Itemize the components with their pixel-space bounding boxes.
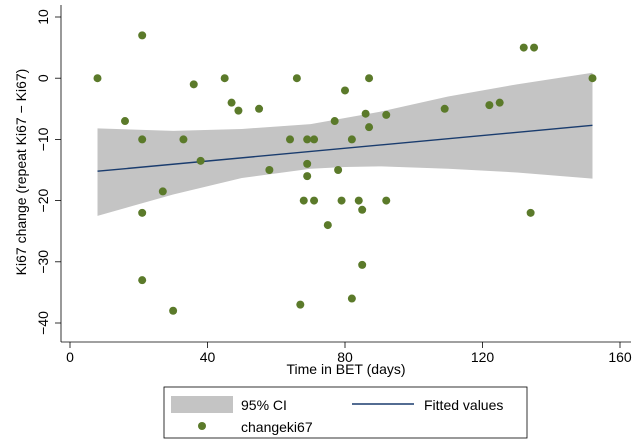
legend-points-label: changeki67 bbox=[241, 419, 313, 435]
data-point bbox=[169, 306, 178, 315]
data-point bbox=[299, 196, 308, 205]
data-point bbox=[196, 156, 205, 165]
data-point bbox=[382, 110, 391, 119]
y-tick-label: 10 bbox=[35, 9, 51, 25]
data-point bbox=[286, 135, 294, 144]
points-layer bbox=[93, 31, 597, 315]
data-point bbox=[323, 221, 332, 230]
y-tick-label: 0 bbox=[35, 74, 51, 82]
data-point bbox=[495, 98, 504, 107]
data-point bbox=[255, 104, 264, 113]
data-point bbox=[330, 117, 339, 126]
data-point bbox=[347, 135, 356, 144]
fit-line-layer bbox=[97, 124, 593, 172]
data-point bbox=[138, 208, 147, 217]
data-point bbox=[303, 172, 312, 181]
y-tick-label: −10 bbox=[35, 127, 51, 151]
data-point bbox=[440, 104, 449, 113]
data-point bbox=[303, 135, 312, 144]
legend-ci-swatch bbox=[171, 396, 233, 413]
data-point bbox=[485, 101, 494, 110]
data-point bbox=[292, 74, 301, 83]
data-point bbox=[530, 43, 539, 52]
data-point bbox=[138, 31, 147, 40]
data-point bbox=[358, 260, 367, 269]
legend-ci-label: 95% CI bbox=[241, 397, 287, 413]
ci-band bbox=[97, 72, 593, 216]
data-point bbox=[334, 166, 343, 174]
fit-line bbox=[97, 124, 593, 172]
y-axis-title: Ki67 change (repeat Ki67 − Ki67) bbox=[13, 69, 29, 276]
x-tick-label: 80 bbox=[337, 349, 353, 365]
data-point bbox=[179, 135, 188, 144]
y-tick-label: −40 bbox=[35, 311, 51, 335]
data-point bbox=[361, 109, 370, 118]
data-point bbox=[310, 135, 319, 144]
data-point bbox=[341, 86, 349, 95]
axes-layer: 0 40 80 120 160 −40 −30 −20 −10 0 10 bbox=[35, 5, 632, 365]
data-point bbox=[220, 74, 229, 83]
legend: 95% CI Fitted values changeki67 bbox=[163, 386, 528, 439]
x-axis-title: Time in BET (days) bbox=[286, 361, 405, 377]
data-point bbox=[382, 196, 391, 205]
data-point bbox=[303, 159, 312, 168]
y-tick-label: −30 bbox=[35, 250, 51, 274]
data-point bbox=[227, 98, 236, 107]
x-tick-label: 0 bbox=[66, 349, 74, 365]
ci-band-layer bbox=[97, 72, 593, 216]
data-point bbox=[310, 196, 319, 205]
x-tick-label: 160 bbox=[608, 349, 632, 365]
x-tick-label: 120 bbox=[471, 349, 495, 365]
x-tick-label: 40 bbox=[200, 349, 216, 365]
data-point bbox=[588, 74, 597, 83]
data-point bbox=[519, 43, 528, 52]
data-point bbox=[138, 276, 147, 285]
data-point bbox=[234, 106, 243, 115]
data-point bbox=[365, 74, 374, 83]
y-tick-label: −20 bbox=[35, 189, 51, 213]
data-point bbox=[121, 117, 129, 126]
data-point bbox=[189, 80, 198, 89]
data-point bbox=[526, 208, 535, 217]
data-point bbox=[358, 205, 367, 214]
data-point bbox=[347, 294, 356, 303]
legend-points-swatch bbox=[198, 422, 206, 430]
data-point bbox=[365, 123, 374, 132]
legend-fit-label: Fitted values bbox=[424, 397, 503, 413]
data-point bbox=[354, 196, 363, 205]
data-point bbox=[158, 187, 167, 196]
data-point bbox=[93, 74, 102, 83]
data-point bbox=[265, 166, 274, 174]
data-point bbox=[337, 196, 346, 205]
data-point bbox=[138, 135, 147, 144]
data-point bbox=[296, 300, 305, 309]
